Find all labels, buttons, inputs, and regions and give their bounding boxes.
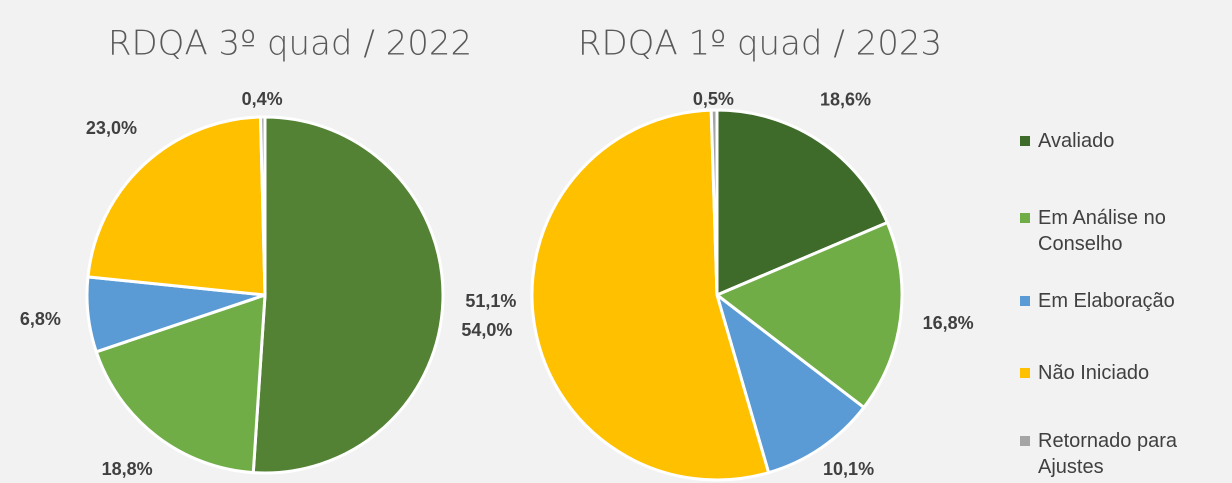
legend-item: Em Análise no Conselho (1020, 205, 1232, 257)
legend-item: Em Elaboração (1020, 288, 1232, 314)
slice-label: 54,0% (461, 320, 512, 340)
legend-swatch (1020, 296, 1030, 306)
legend-item: Não Iniciado (1020, 360, 1232, 386)
slice-label: 16,8% (923, 313, 974, 333)
slice-label: 6,8% (20, 309, 61, 329)
pie-slice (709, 108, 719, 296)
legend-text: Em Análise no Conselho (1038, 207, 1166, 255)
slice-label: 18,6% (820, 89, 871, 109)
chart-title: RDQA 3º quad / 2022 (108, 24, 472, 64)
legend-item: Avaliado (1020, 128, 1232, 154)
legend-item: Retornado para Ajustes (1020, 428, 1232, 480)
pie-slice (714, 291, 866, 475)
pie-slice (251, 115, 445, 475)
slice-label: 51,1% (465, 291, 516, 311)
legend-text: Não Iniciado (1038, 362, 1150, 384)
slice-label: 0,4% (242, 89, 283, 109)
pie-slice (530, 108, 771, 482)
legend-text: Em Elaboração (1038, 290, 1175, 312)
slice-label: 10,1% (823, 459, 874, 479)
slice-label: 23,0% (86, 118, 137, 138)
pie-slice (714, 220, 904, 410)
slice-label: 0,5% (693, 89, 734, 109)
slice-label: 18,8% (102, 459, 153, 479)
pie-slice (94, 292, 267, 475)
chart-title: RDQA 1º quad / 2023 (578, 24, 942, 64)
legend-swatch (1020, 368, 1030, 378)
pie-slice (715, 108, 890, 298)
legend-text: Avaliado (1038, 130, 1115, 152)
legend-swatch (1020, 436, 1030, 446)
legend-swatch (1020, 136, 1030, 146)
legend-swatch (1020, 213, 1030, 223)
legend-text: Retornado para Ajustes (1038, 430, 1177, 478)
pie-slice (86, 115, 267, 297)
pie-slice (258, 115, 267, 296)
